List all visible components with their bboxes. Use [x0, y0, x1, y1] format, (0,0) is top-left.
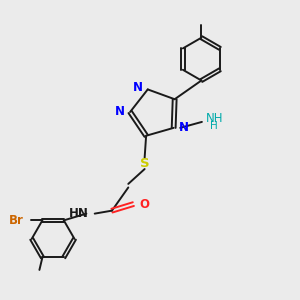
Text: N: N [133, 81, 143, 94]
Text: HN: HN [69, 207, 89, 220]
Text: H: H [210, 122, 218, 131]
Text: N: N [115, 106, 125, 118]
Text: N: N [179, 122, 189, 134]
Text: S: S [140, 157, 149, 169]
Text: O: O [139, 198, 149, 211]
Text: NH: NH [206, 112, 224, 125]
Text: Br: Br [9, 214, 24, 227]
